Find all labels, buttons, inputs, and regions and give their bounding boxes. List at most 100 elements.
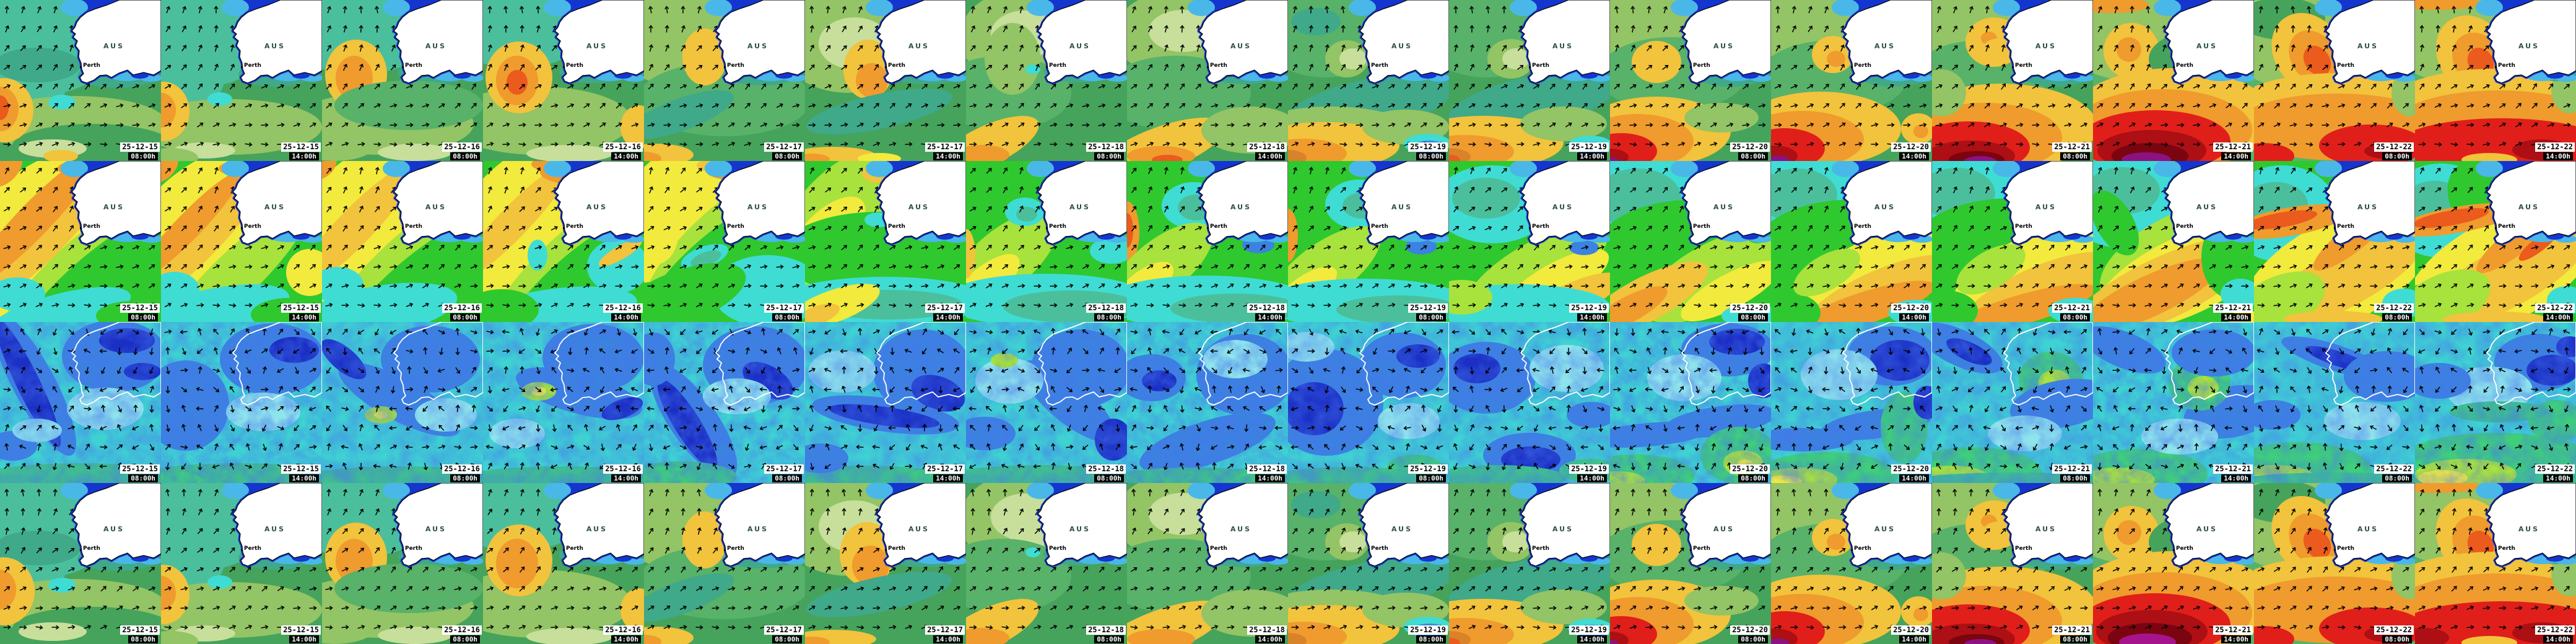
forecast-map-canvas — [1771, 0, 1932, 161]
forecast-tile-r2c9[interactable]: AUS Perth 25-12-19 08:00h — [1288, 161, 1449, 322]
forecast-tile-r3c16[interactable]: 25-12-22 14:00h — [2415, 322, 2576, 483]
forecast-tile-r4c1[interactable]: AUS Perth 25-12-15 08:00h — [0, 483, 161, 644]
tile-date-label: 25-12-19 — [1408, 142, 1448, 152]
forecast-tile-r3c14[interactable]: 25-12-21 14:00h — [2093, 322, 2254, 483]
forecast-tile-r1c2[interactable]: AUS Perth 25-12-15 14:00h — [161, 0, 322, 161]
australia-coastline — [393, 322, 483, 406]
forecast-tile-r3c10[interactable]: 25-12-19 14:00h — [1449, 322, 1610, 483]
forecast-map-canvas — [1449, 161, 1610, 322]
forecast-tile-r3c8[interactable]: 25-12-18 14:00h — [1127, 322, 1288, 483]
forecast-map-canvas — [1932, 483, 2093, 644]
forecast-tile-r3c3[interactable]: 25-12-16 08:00h — [322, 322, 483, 483]
forecast-tile-r3c1[interactable]: 25-12-15 08:00h — [0, 322, 161, 483]
forecast-tile-r2c7[interactable]: AUS Perth 25-12-18 08:00h — [966, 161, 1127, 322]
forecast-tile-r3c13[interactable]: 25-12-21 08:00h — [1932, 322, 2093, 483]
forecast-tile-r2c1[interactable]: AUS Perth 25-12-15 08:00h — [0, 161, 161, 322]
forecast-tile-r4c2[interactable]: AUS Perth 25-12-15 14:00h — [161, 483, 322, 644]
forecast-map-canvas — [644, 0, 805, 161]
forecast-tile-r2c6[interactable]: AUS Perth 25-12-17 14:00h — [805, 161, 966, 322]
tile-date-label: 25-12-18 — [1086, 303, 1126, 313]
forecast-tile-r1c8[interactable]: AUS Perth 25-12-18 14:00h — [1127, 0, 1288, 161]
forecast-map-canvas — [2093, 0, 2254, 161]
perth-marker — [1368, 549, 1370, 551]
forecast-map-canvas — [644, 483, 805, 644]
australia-coastline — [2164, 322, 2254, 406]
forecast-tile-r4c12[interactable]: AUS Perth 25-12-20 14:00h — [1771, 483, 1932, 644]
forecast-tile-r3c15[interactable]: 25-12-22 08:00h — [2254, 322, 2415, 483]
forecast-tile-r2c4[interactable]: AUS Perth 25-12-16 14:00h — [483, 161, 644, 322]
tile-time-label: 08:00h — [450, 474, 480, 482]
forecast-tile-r4c10[interactable]: AUS Perth 25-12-19 14:00h — [1449, 483, 1610, 644]
forecast-tile-r2c8[interactable]: AUS Perth 25-12-18 14:00h — [1127, 161, 1288, 322]
forecast-tile-r2c2[interactable]: AUS Perth 25-12-15 14:00h — [161, 161, 322, 322]
tile-date-label: 25-12-17 — [925, 625, 965, 635]
forecast-tile-r4c7[interactable]: AUS Perth 25-12-18 08:00h — [966, 483, 1127, 644]
forecast-tile-r4c14[interactable]: AUS Perth 25-12-21 14:00h — [2093, 483, 2254, 644]
forecast-tile-r2c16[interactable]: AUS Perth 25-12-22 14:00h — [2415, 161, 2576, 322]
forecast-tile-r1c13[interactable]: AUS Perth 25-12-21 08:00h — [1932, 0, 2093, 161]
forecast-tile-r4c11[interactable]: AUS Perth 25-12-20 08:00h — [1610, 483, 1771, 644]
tile-date-label: 25-12-22 — [2374, 142, 2414, 152]
forecast-tile-r3c12[interactable]: 25-12-20 14:00h — [1771, 322, 1932, 483]
forecast-tile-r2c11[interactable]: AUS Perth 25-12-20 08:00h — [1610, 161, 1771, 322]
forecast-tile-r2c10[interactable]: AUS Perth 25-12-19 14:00h — [1449, 161, 1610, 322]
forecast-tile-r4c3[interactable]: AUS Perth 25-12-16 08:00h — [322, 483, 483, 644]
forecast-map-canvas — [161, 322, 322, 483]
forecast-tile-r3c11[interactable]: 25-12-20 08:00h — [1610, 322, 1771, 483]
forecast-tile-r1c16[interactable]: AUS Perth 25-12-22 14:00h — [2415, 0, 2576, 161]
forecast-map-canvas — [161, 161, 322, 322]
australia-landmass — [2003, 483, 2093, 567]
forecast-tile-r2c13[interactable]: AUS Perth 25-12-21 08:00h — [1932, 161, 2093, 322]
forecast-tile-r4c16[interactable]: AUS Perth 25-12-22 14:00h — [2415, 483, 2576, 644]
forecast-tile-r1c4[interactable]: AUS Perth 25-12-16 14:00h — [483, 0, 644, 161]
forecast-tile-r4c4[interactable]: AUS Perth 25-12-16 14:00h — [483, 483, 644, 644]
forecast-tile-r4c5[interactable]: AUS Perth 25-12-17 08:00h — [644, 483, 805, 644]
australia-landmass — [715, 161, 805, 245]
forecast-tile-r3c4[interactable]: 25-12-16 14:00h — [483, 322, 644, 483]
forecast-tile-r1c1[interactable]: AUS Perth 25-12-15 08:00h — [0, 0, 161, 161]
forecast-tile-r2c14[interactable]: AUS Perth 25-12-21 14:00h — [2093, 161, 2254, 322]
tile-time-label: 14:00h — [2221, 152, 2251, 160]
forecast-tile-r3c2[interactable]: 25-12-15 14:00h — [161, 322, 322, 483]
forecast-tile-r1c12[interactable]: AUS Perth 25-12-20 14:00h — [1771, 0, 1932, 161]
forecast-tile-r4c9[interactable]: AUS Perth 25-12-19 08:00h — [1288, 483, 1449, 644]
australia-landmass — [1520, 483, 1610, 567]
forecast-tile-r1c5[interactable]: AUS Perth 25-12-17 08:00h — [644, 0, 805, 161]
forecast-tile-r2c3[interactable]: AUS Perth 25-12-16 08:00h — [322, 161, 483, 322]
forecast-tile-r4c8[interactable]: AUS Perth 25-12-18 14:00h — [1127, 483, 1288, 644]
forecast-tile-r1c6[interactable]: AUS Perth 25-12-17 14:00h — [805, 0, 966, 161]
forecast-map-canvas — [161, 0, 322, 161]
forecast-tile-r1c7[interactable]: AUS Perth 25-12-18 08:00h — [966, 0, 1127, 161]
forecast-tile-r2c5[interactable]: AUS Perth 25-12-17 08:00h — [644, 161, 805, 322]
forecast-map-canvas — [805, 161, 966, 322]
forecast-tile-r4c15[interactable]: AUS Perth 25-12-22 08:00h — [2254, 483, 2415, 644]
forecast-tile-r1c14[interactable]: AUS Perth 25-12-21 14:00h — [2093, 0, 2254, 161]
region-label: AUS — [747, 525, 769, 533]
forecast-tile-r3c5[interactable]: 25-12-17 08:00h — [644, 322, 805, 483]
forecast-tile-r2c15[interactable]: AUS Perth 25-12-22 08:00h — [2254, 161, 2415, 322]
forecast-tile-r3c7[interactable]: 25-12-18 08:00h — [966, 322, 1127, 483]
forecast-tile-r4c13[interactable]: AUS Perth 25-12-21 08:00h — [1932, 483, 2093, 644]
forecast-tile-r2c12[interactable]: AUS Perth 25-12-20 14:00h — [1771, 161, 1932, 322]
tile-date-label: 25-12-21 — [2213, 142, 2253, 152]
tile-time-label: 08:00h — [128, 313, 158, 321]
forecast-map-canvas — [2415, 161, 2576, 322]
tile-date-label: 25-12-18 — [1247, 464, 1287, 474]
tile-time-label: 08:00h — [2060, 313, 2090, 321]
forecast-tile-r3c9[interactable]: 25-12-19 08:00h — [1288, 322, 1449, 483]
forecast-tile-r1c11[interactable]: AUS Perth 25-12-20 08:00h — [1610, 0, 1771, 161]
australia-landmass — [2486, 161, 2576, 245]
forecast-tile-r1c15[interactable]: AUS Perth 25-12-22 08:00h — [2254, 0, 2415, 161]
forecast-tile-r1c9[interactable]: AUS Perth 25-12-19 08:00h — [1288, 0, 1449, 161]
forecast-tile-r1c10[interactable]: AUS Perth 25-12-19 14:00h — [1449, 0, 1610, 161]
forecast-tile-r3c6[interactable]: 25-12-17 14:00h — [805, 322, 966, 483]
australia-landmass — [554, 161, 644, 245]
city-label: Perth — [2337, 546, 2354, 552]
forecast-tile-r1c3[interactable]: AUS Perth 25-12-16 08:00h — [322, 0, 483, 161]
australia-coastline — [1681, 322, 1771, 406]
forecast-map-canvas — [1127, 322, 1288, 483]
city-label: Perth — [727, 224, 744, 230]
tile-time-label: 14:00h — [1255, 152, 1285, 160]
city-label: Perth — [1693, 224, 1710, 230]
forecast-tile-r4c6[interactable]: AUS Perth 25-12-17 14:00h — [805, 483, 966, 644]
